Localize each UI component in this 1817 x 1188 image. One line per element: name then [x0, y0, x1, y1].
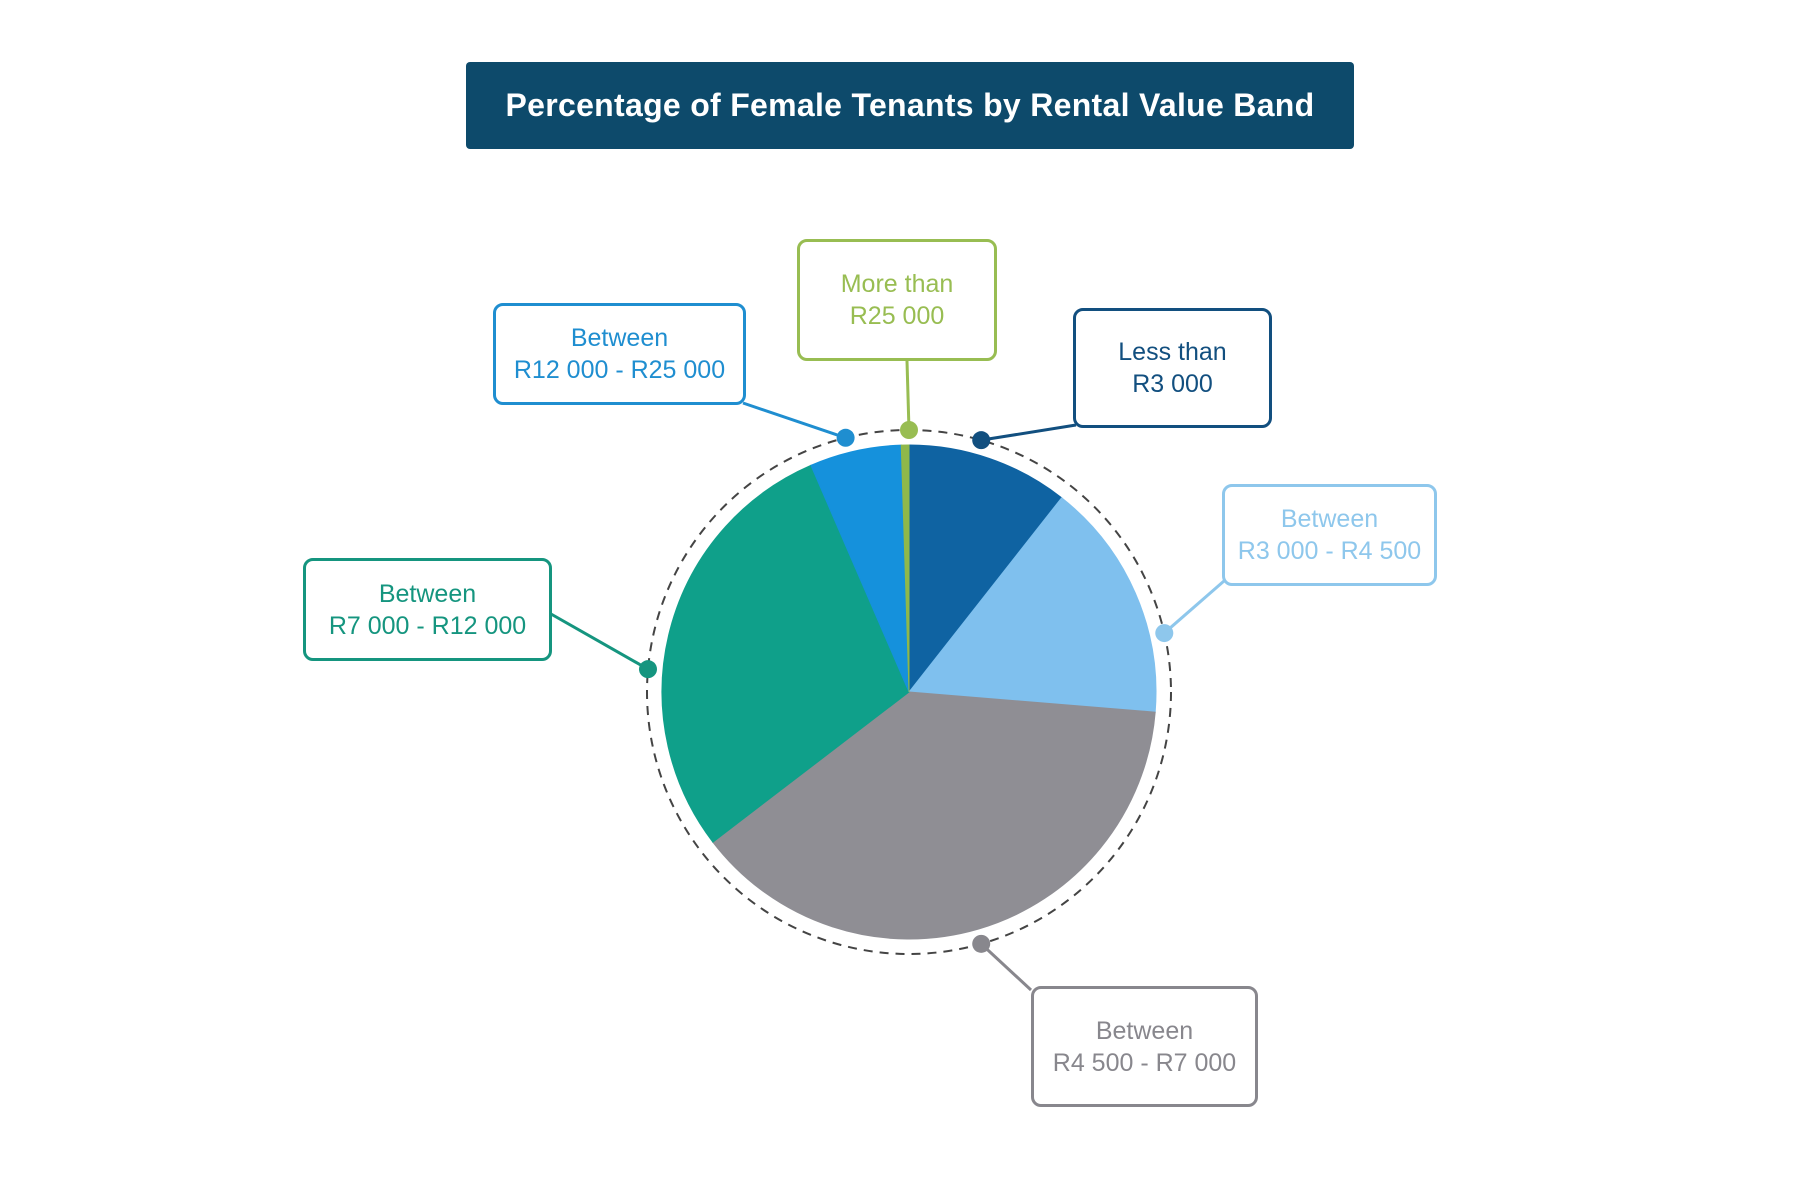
connector-line-3: [980, 942, 1033, 992]
slice-label-line1: More than: [840, 270, 954, 298]
pie-slice-6: [900, 444, 910, 693]
label-connectors: [550, 360, 1225, 992]
slice-label-line1: Between: [1280, 505, 1379, 533]
slice-label-line2: R4 500 - R7 000: [1052, 1048, 1237, 1077]
slice-label-box-2: Between R3 000 - R4 500: [1222, 484, 1437, 586]
slice-label-box-6: More than R25 000: [797, 239, 997, 361]
connector-dot-6: [900, 421, 918, 439]
pie-slice-3: [712, 691, 1156, 940]
slice-label-line2: R25 000: [849, 302, 945, 330]
pie-slice-1: [908, 444, 1063, 694]
slice-label-line2: R12 000 - R25 000: [513, 356, 726, 384]
connector-line-5: [742, 401, 847, 440]
pie-slice-2: [908, 497, 1157, 713]
connector-dot-3: [972, 934, 991, 953]
slice-label-line2: R3 000: [1132, 370, 1213, 398]
connector-dot-2: [1155, 624, 1174, 643]
pie-slices: [661, 444, 1157, 940]
slice-label-line2: R7 000 - R12 000: [328, 611, 527, 640]
connector-line-2: [1163, 579, 1225, 635]
connector-line-1: [980, 423, 1077, 442]
slice-label-box-3: Between R4 500 - R7 000: [1031, 986, 1258, 1107]
slice-label-box-5: Between R12 000 - R25 000: [493, 303, 746, 405]
chart-title: Percentage of Female Tenants by Rental V…: [505, 87, 1315, 123]
connector-line-4: [550, 612, 649, 671]
connector-dot-1: [972, 431, 991, 450]
connector-dot-5: [836, 428, 855, 447]
slice-label-line1: Between: [378, 579, 477, 608]
chart-title-banner: Percentage of Female Tenants by Rental V…: [466, 62, 1354, 149]
slice-label-line2: R3 000 - R4 500: [1237, 537, 1422, 565]
slice-label-line1: Between: [570, 324, 669, 352]
pie-slice-4: [661, 464, 910, 843]
slice-label-box-1: Less than R3 000: [1073, 308, 1272, 428]
slice-label-line1: Less than: [1118, 338, 1227, 366]
connector-dot-4: [638, 660, 657, 679]
slice-label-line1: Between: [1095, 1016, 1194, 1045]
slice-label-box-4: Between R7 000 - R12 000: [303, 558, 552, 661]
connector-line-6: [905, 360, 911, 431]
